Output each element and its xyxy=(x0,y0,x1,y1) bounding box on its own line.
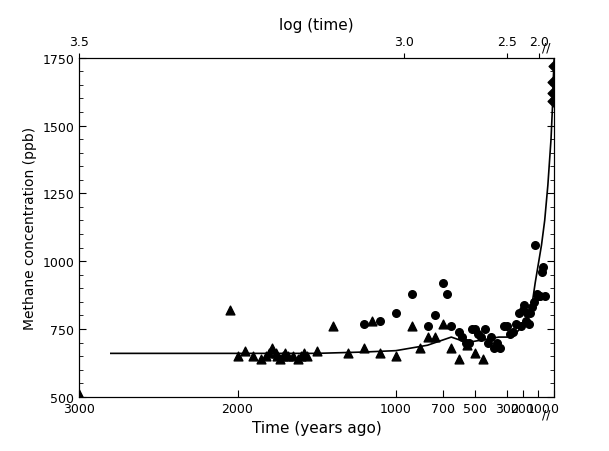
Point xyxy=(454,328,464,336)
Point xyxy=(535,293,545,300)
Point xyxy=(280,350,290,357)
Point xyxy=(367,318,377,325)
Point xyxy=(256,355,266,363)
Point xyxy=(328,323,337,330)
Point xyxy=(537,269,546,276)
Point xyxy=(431,312,440,319)
Point xyxy=(457,334,467,341)
Point xyxy=(343,350,353,357)
Point xyxy=(548,79,558,87)
Point xyxy=(532,290,541,298)
Point xyxy=(375,350,385,357)
Point xyxy=(275,355,285,363)
Y-axis label: Methane concentration (ppb): Methane concentration (ppb) xyxy=(23,126,37,329)
Point xyxy=(264,350,274,357)
Point xyxy=(423,323,432,330)
Point xyxy=(502,323,512,330)
Point xyxy=(529,299,538,306)
Point xyxy=(549,63,558,70)
Point xyxy=(516,323,526,330)
Point xyxy=(233,353,242,360)
Point xyxy=(478,355,488,363)
Point xyxy=(483,339,493,346)
Point xyxy=(299,350,309,357)
Point xyxy=(470,326,480,333)
Point xyxy=(512,320,521,327)
Point xyxy=(407,323,417,330)
Point xyxy=(446,345,456,352)
Point xyxy=(442,290,451,298)
Point xyxy=(391,353,401,360)
Point xyxy=(270,350,280,357)
Point xyxy=(547,90,557,97)
Point xyxy=(423,334,432,341)
Point xyxy=(460,339,470,346)
Point xyxy=(248,353,258,360)
Point xyxy=(533,293,543,300)
Text: //: // xyxy=(543,41,551,55)
Point xyxy=(359,320,369,327)
X-axis label: log (time): log (time) xyxy=(280,18,354,33)
Point xyxy=(296,353,306,360)
Point xyxy=(524,320,533,327)
Point xyxy=(261,353,271,360)
Point xyxy=(272,353,282,360)
Point xyxy=(293,355,303,363)
Point xyxy=(462,342,472,349)
Point xyxy=(526,309,535,317)
Point xyxy=(359,345,369,352)
Point xyxy=(518,307,527,314)
Point xyxy=(467,326,477,333)
Point xyxy=(431,334,440,341)
Point xyxy=(508,328,518,336)
Point xyxy=(470,350,480,357)
Point xyxy=(527,304,537,311)
Point xyxy=(438,280,448,287)
Point xyxy=(480,326,490,333)
Point xyxy=(438,320,448,327)
Point xyxy=(523,309,532,317)
Point xyxy=(375,318,385,325)
X-axis label: Time (years ago): Time (years ago) xyxy=(252,420,382,435)
Point xyxy=(288,353,298,360)
Point xyxy=(530,242,540,249)
Text: //: // xyxy=(542,408,551,421)
Point xyxy=(486,334,496,341)
Point xyxy=(302,353,312,360)
Point xyxy=(391,309,401,317)
Point xyxy=(74,391,84,398)
Point xyxy=(476,334,486,341)
Point xyxy=(548,98,558,106)
Point xyxy=(415,345,424,352)
Point xyxy=(492,339,502,346)
Point xyxy=(283,353,293,360)
Point xyxy=(267,345,277,352)
Point xyxy=(496,345,505,352)
Point xyxy=(489,345,499,352)
Point xyxy=(515,309,524,317)
Point xyxy=(407,290,417,298)
Point xyxy=(519,301,529,308)
Point xyxy=(473,331,483,338)
Point xyxy=(505,331,515,338)
Point xyxy=(454,355,464,363)
Point xyxy=(499,323,509,330)
Point xyxy=(446,323,456,330)
Point xyxy=(225,307,234,314)
Point xyxy=(538,263,548,271)
Point xyxy=(464,339,474,346)
Point xyxy=(278,353,288,360)
Point xyxy=(521,318,530,325)
Point xyxy=(241,347,250,354)
Point xyxy=(540,293,549,300)
Point xyxy=(312,347,322,354)
